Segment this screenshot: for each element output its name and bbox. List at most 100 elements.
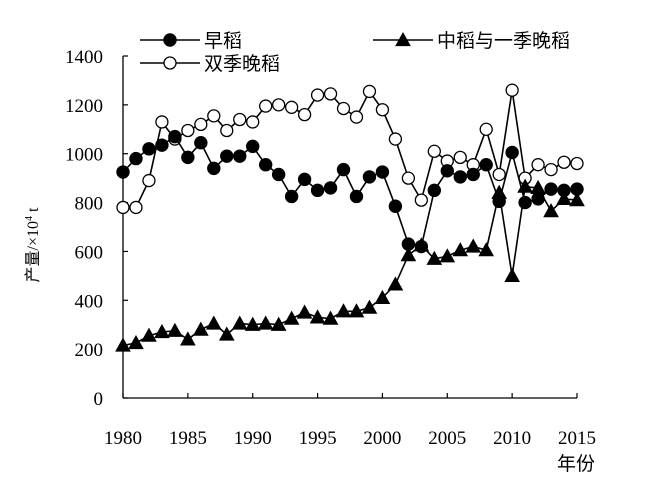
- data-point-early-rice: [401, 237, 416, 251]
- series-double-late-rice: [116, 83, 584, 215]
- data-point-early-rice: [414, 239, 429, 254]
- y-tick-label: 200: [75, 340, 104, 361]
- y-tick-label: 600: [75, 242, 104, 263]
- data-point-double-late-rice: [362, 84, 377, 99]
- data-point-middle-single-late-rice: [154, 324, 170, 339]
- data-point-double-late-rice: [233, 112, 247, 127]
- data-point-middle-single-late-rice: [361, 299, 378, 314]
- data-point-double-late-rice: [492, 167, 506, 182]
- data-point-early-rice: [570, 182, 584, 196]
- data-point-early-rice: [246, 139, 260, 154]
- data-point-double-late-rice: [194, 117, 208, 132]
- data-point-middle-single-late-rice: [426, 250, 443, 265]
- data-point-middle-single-late-rice: [218, 326, 235, 341]
- data-point-early-rice: [142, 142, 156, 156]
- data-point-double-late-rice: [297, 107, 312, 122]
- data-point-early-rice: [284, 189, 299, 204]
- data-point-double-late-rice: [272, 98, 286, 112]
- data-point-double-late-rice: [427, 144, 441, 158]
- y-tick-label: 1400: [65, 47, 103, 68]
- data-point-early-rice: [505, 145, 519, 160]
- legend-label: 早稻: [204, 30, 242, 52]
- data-point-early-rice: [479, 158, 493, 172]
- data-point-early-rice: [440, 164, 454, 178]
- data-point-middle-single-late-rice: [167, 322, 183, 337]
- data-point-early-rice: [518, 195, 532, 210]
- data-point-middle-single-late-rice: [141, 327, 157, 342]
- data-point-early-rice: [336, 162, 351, 177]
- legend-marker: [163, 33, 177, 47]
- y-axis-ticks: 0 200 400 600 800 1000 1200 1400: [65, 47, 128, 410]
- data-point-double-late-rice: [570, 156, 584, 171]
- data-point-middle-single-late-rice: [244, 316, 261, 331]
- legend-item-early-rice: 早稻: [140, 30, 242, 52]
- data-point-double-late-rice: [414, 193, 428, 207]
- y-tick-label: 800: [75, 194, 104, 215]
- legend-marker: [395, 31, 411, 47]
- data-point-early-rice: [116, 165, 130, 179]
- data-point-double-late-rice: [259, 99, 273, 113]
- series-early-rice: [116, 129, 584, 254]
- data-point-middle-single-late-rice: [400, 247, 417, 262]
- data-point-middle-single-late-rice: [115, 337, 131, 352]
- data-point-double-late-rice: [323, 87, 338, 101]
- data-point-middle-single-late-rice: [569, 192, 585, 207]
- data-point-early-rice: [168, 129, 182, 144]
- data-point-double-late-rice: [388, 132, 403, 146]
- data-point-early-rice: [181, 150, 195, 165]
- series-middle-single-late-rice: [115, 178, 585, 352]
- data-point-early-rice: [271, 167, 286, 182]
- data-point-middle-single-late-rice: [283, 310, 300, 325]
- data-point-early-rice: [194, 136, 208, 150]
- legend-label: 双季晚稻: [204, 53, 280, 75]
- x-axis-ticks: 1980 1985 1990 1995 2000 2005 2010 2015: [104, 393, 596, 449]
- data-point-middle-single-late-rice: [348, 303, 365, 318]
- x-tick-label: 1990: [234, 428, 272, 449]
- data-point-middle-single-late-rice: [335, 303, 352, 318]
- data-point-early-rice: [258, 158, 273, 172]
- data-point-middle-single-late-rice: [231, 315, 248, 330]
- data-point-early-rice: [310, 183, 325, 198]
- data-point-double-late-rice: [284, 100, 299, 114]
- data-point-middle-single-late-rice: [465, 238, 482, 253]
- data-point-early-rice: [207, 161, 221, 176]
- data-point-middle-single-late-rice: [504, 267, 520, 282]
- data-point-double-late-rice: [310, 88, 325, 102]
- data-point-middle-single-late-rice: [322, 310, 339, 325]
- data-point-double-late-rice: [207, 109, 221, 123]
- data-point-middle-single-late-rice: [543, 203, 559, 218]
- data-point-double-late-rice: [557, 155, 571, 169]
- data-point-early-rice: [323, 181, 338, 195]
- data-point-middle-single-late-rice: [180, 331, 196, 346]
- data-point-double-late-rice: [181, 123, 195, 138]
- data-point-early-rice: [453, 170, 467, 184]
- data-point-double-late-rice: [336, 101, 351, 116]
- data-point-middle-single-late-rice: [192, 321, 209, 336]
- data-point-double-late-rice: [401, 171, 416, 185]
- data-point-middle-single-late-rice: [556, 190, 572, 206]
- legend-label: 中稻与一季晚稻: [437, 30, 570, 52]
- data-point-middle-single-late-rice: [478, 242, 495, 257]
- y-axis-label: 产量/×104 t: [24, 207, 42, 282]
- x-tick-label: 2005: [428, 428, 466, 449]
- data-point-double-late-rice: [116, 200, 130, 215]
- data-point-middle-single-late-rice: [296, 304, 313, 319]
- data-point-early-rice: [233, 149, 247, 163]
- data-point-middle-single-late-rice: [387, 276, 404, 291]
- data-point-early-rice: [155, 138, 169, 152]
- data-point-early-rice: [544, 182, 558, 196]
- data-point-early-rice: [388, 199, 403, 213]
- data-point-early-rice: [427, 183, 442, 198]
- legend-marker: [163, 56, 177, 70]
- data-point-double-late-rice: [220, 123, 234, 138]
- data-point-middle-single-late-rice: [452, 242, 469, 257]
- data-point-double-late-rice: [531, 158, 545, 172]
- x-tick-label: 2015: [558, 428, 596, 449]
- data-point-early-rice: [492, 194, 506, 209]
- data-point-early-rice: [220, 149, 234, 163]
- x-tick-label: 2010: [493, 428, 531, 449]
- data-point-early-rice: [129, 151, 143, 166]
- y-tick-label: 1000: [65, 145, 103, 166]
